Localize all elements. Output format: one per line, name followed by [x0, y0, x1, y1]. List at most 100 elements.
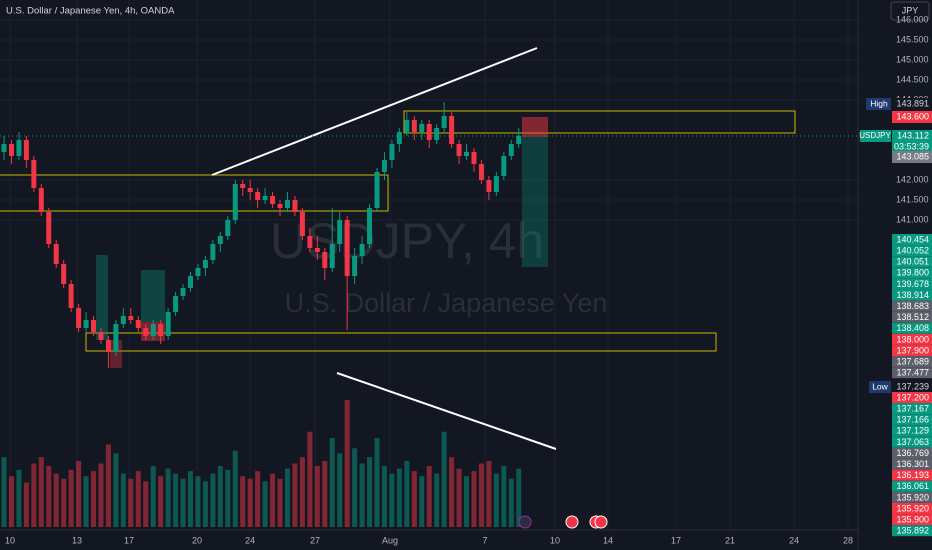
position-stop — [522, 117, 548, 137]
candle-body — [426, 124, 432, 140]
volume-bar — [404, 460, 410, 527]
candle-body — [501, 156, 507, 176]
candle-body — [120, 316, 126, 324]
chart-title: U.S. Dollar / Japanese Yen, 4h, OANDA — [6, 6, 175, 17]
y-tick-label: 144.500 — [896, 74, 929, 84]
volume-bar — [322, 460, 328, 527]
volume-bar — [456, 468, 462, 527]
volume-bar — [120, 473, 126, 527]
volume-bar — [426, 466, 432, 527]
candle-body — [247, 188, 253, 192]
candle-body — [493, 176, 499, 192]
volume-bar — [255, 471, 261, 527]
volume-bar — [38, 457, 44, 527]
candle-body — [150, 324, 156, 336]
candle-body — [53, 244, 59, 264]
zone — [0, 174, 389, 212]
price-badge — [892, 458, 932, 470]
price-badge — [892, 333, 932, 345]
volume-layer — [1, 400, 522, 527]
volume-bar — [76, 460, 82, 527]
price-badge-label: 138.512 — [896, 312, 929, 322]
volume-bar — [158, 476, 164, 527]
volume-bar — [98, 463, 104, 527]
price-badge — [892, 425, 932, 437]
price-badge-label: 138.914 — [896, 290, 929, 300]
position-target — [141, 270, 165, 322]
event-flag[interactable] — [594, 515, 608, 529]
candle-body — [83, 320, 89, 328]
volume-bar — [188, 471, 193, 527]
y-tick-label: 141.000 — [896, 214, 929, 224]
volume-bar — [217, 466, 223, 527]
bid-price: 143.085 — [896, 151, 929, 161]
marker-box — [892, 111, 932, 123]
marker-price: 143.600 — [896, 111, 929, 121]
volume-bar — [270, 473, 276, 527]
candle-body — [284, 200, 290, 208]
volume-bar — [61, 478, 67, 527]
volume-bar — [352, 448, 358, 527]
candle-body — [188, 276, 193, 288]
trend-line — [211, 47, 538, 176]
volume-bar — [508, 478, 514, 527]
price-badge — [892, 300, 932, 312]
zone — [85, 332, 717, 352]
candle-body — [277, 204, 283, 208]
volume-bar — [46, 466, 52, 527]
volume-bar — [329, 438, 335, 527]
current-price: 143.112 — [897, 130, 929, 140]
price-badge — [892, 322, 932, 334]
volume-bar — [16, 469, 22, 527]
candle-body — [98, 332, 104, 340]
candle-body — [434, 128, 440, 140]
high-value-box — [892, 98, 932, 110]
price-badge-label: 137.200 — [896, 392, 929, 402]
volume-bar — [501, 466, 507, 527]
price-badge — [892, 345, 932, 356]
price-badge-label: 140.454 — [896, 234, 929, 244]
volume-bar — [381, 466, 387, 527]
currency-button[interactable] — [890, 1, 930, 21]
price-badge-label: 136.193 — [896, 470, 929, 480]
candle-body — [404, 120, 410, 132]
event-icon[interactable] — [518, 515, 532, 529]
candle-body — [195, 268, 201, 276]
x-tick-label: 10 — [550, 535, 560, 545]
x-tick-label: 27 — [310, 535, 320, 545]
candle-body — [299, 212, 305, 236]
volume-bar — [277, 478, 283, 527]
zones — [0, 110, 796, 352]
candle-body — [441, 116, 447, 128]
event-flag[interactable] — [565, 515, 579, 529]
candle-body — [389, 144, 395, 160]
price-badge — [892, 256, 932, 268]
low-tag — [869, 381, 891, 393]
price-badge-label: 137.477 — [896, 368, 929, 378]
price-badge-label: 136.301 — [896, 459, 929, 469]
grid — [0, 0, 858, 530]
candle-body — [91, 320, 97, 332]
x-tick-label: 13 — [72, 535, 82, 545]
candle-body — [419, 124, 425, 132]
price-badge-label: 138.408 — [896, 323, 929, 333]
low-value: 137.239 — [896, 381, 929, 391]
candle-body — [359, 244, 365, 256]
volume-bar — [202, 481, 208, 527]
volume-bar — [173, 473, 179, 527]
currency-button-label[interactable]: JPY — [902, 5, 919, 15]
price-badge — [892, 503, 932, 514]
volume-bar — [105, 444, 111, 527]
watermark-name: U.S. Dollar / Japanese Yen — [285, 288, 608, 318]
price-badge-label: 135.892 — [896, 526, 929, 536]
volume-bar — [128, 478, 134, 527]
volume-bar — [143, 481, 149, 527]
candle-body — [76, 308, 82, 328]
countdown: 03:53:39 — [894, 141, 929, 151]
price-badge — [892, 267, 932, 279]
candle-body — [46, 212, 52, 244]
price-badge — [892, 525, 932, 537]
candle-body — [38, 188, 44, 212]
high-value: 143.891 — [896, 98, 929, 108]
